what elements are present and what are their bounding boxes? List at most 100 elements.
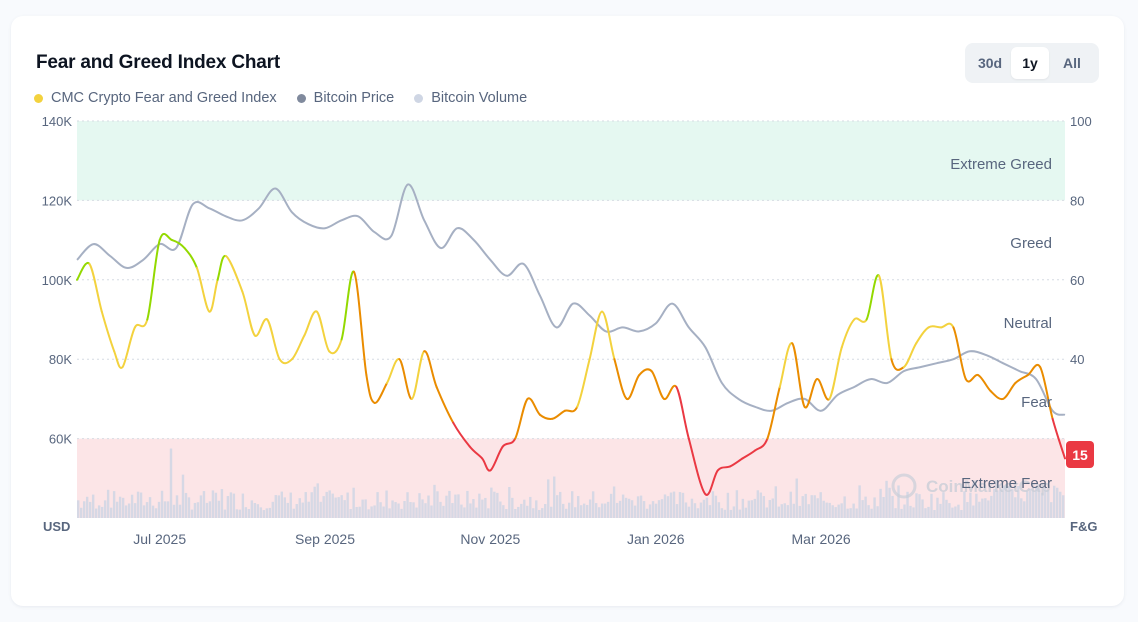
volume-bar <box>550 506 553 518</box>
volume-bar <box>726 492 730 518</box>
volume-bar <box>388 508 391 518</box>
fng-line-segment <box>791 342 806 408</box>
volume-bar <box>79 507 83 518</box>
volume-bar <box>562 503 565 518</box>
volume-bar <box>864 496 867 518</box>
fng-line-segment <box>183 247 198 269</box>
fng-line-segment <box>386 358 401 384</box>
fng-line-segment <box>195 266 211 313</box>
volume-bar <box>786 505 789 518</box>
volume-bar <box>954 506 957 518</box>
zone-label-neutral: Neutral <box>1004 315 1052 332</box>
fng-line-segment <box>328 338 343 355</box>
legend-label-price: Bitcoin Price <box>313 90 395 106</box>
fng-line-segment <box>468 445 484 460</box>
volume-bar <box>1020 498 1023 518</box>
volume-bar <box>573 507 577 518</box>
y-left-tick-label: 80K <box>49 352 72 367</box>
volume-bar <box>439 501 442 518</box>
volume-bar <box>1056 487 1059 518</box>
fng-line-segment <box>224 255 244 293</box>
volume-bar <box>211 490 215 518</box>
watermark-text: CoinMarketCap <box>926 477 1051 496</box>
volume-bar <box>942 492 945 518</box>
fng-line-segment <box>146 239 161 321</box>
fng-line-segment <box>353 270 368 377</box>
volume-bar <box>822 500 825 518</box>
volume-bar <box>906 491 909 518</box>
volume-bar <box>807 504 810 518</box>
volume-bar <box>262 510 266 518</box>
volume-bar <box>505 509 508 518</box>
volume-bar <box>606 501 610 518</box>
volume-bar <box>109 507 113 518</box>
legend-item-fng[interactable]: CMC Crypto Fear and Greed Index <box>34 90 277 106</box>
volume-bar <box>789 491 792 518</box>
volume-bar <box>568 502 571 518</box>
volume-bar <box>334 497 337 518</box>
y-left-tick-label: 60K <box>49 432 72 447</box>
volume-bar <box>720 508 724 518</box>
volume-bar <box>780 504 783 518</box>
range-1y-button[interactable]: 1y <box>1011 47 1049 79</box>
volume-bar <box>481 499 484 518</box>
volume-bar <box>571 491 574 518</box>
volume-bar <box>618 500 622 518</box>
fng-line-segment <box>563 405 579 413</box>
zone-band-extreme-greed <box>77 121 1065 201</box>
volume-bar <box>343 500 346 518</box>
fng-line-segment <box>816 378 831 401</box>
volume-bar <box>729 509 733 518</box>
volume-bar <box>651 501 655 518</box>
fng-line-segment <box>778 342 794 388</box>
volume-bar <box>172 504 176 518</box>
fng-line-segment <box>663 384 678 400</box>
fng-line-segment <box>253 318 269 337</box>
fng-line-segment <box>890 358 905 371</box>
volume-bar <box>876 506 879 518</box>
volume-bar <box>861 500 864 518</box>
range-all-button[interactable]: All <box>1063 55 1081 71</box>
volume-bar <box>960 509 963 518</box>
volume-bar <box>367 509 370 518</box>
volume-bar <box>565 508 568 518</box>
volume-bar <box>588 499 592 518</box>
volume-bar <box>391 500 394 518</box>
range-30d-button[interactable]: 30d <box>977 55 1003 71</box>
fng-line-segment <box>216 254 227 281</box>
zone-label-extreme-fear: Extreme Fear <box>961 475 1052 492</box>
volume-bar <box>894 508 897 518</box>
y-right-tick-label: 40 <box>1070 352 1084 367</box>
volume-bar <box>544 504 547 518</box>
volume-bar <box>460 504 463 518</box>
volume-bar <box>100 506 104 518</box>
fng-line-segment <box>704 469 719 496</box>
volume-bar <box>265 508 269 518</box>
volume-bar <box>361 499 364 518</box>
volume-bar <box>466 490 469 518</box>
legend-item-volume[interactable]: Bitcoin Volume <box>414 90 527 106</box>
volume-bar <box>939 503 942 518</box>
legend-item-price[interactable]: Bitcoin Price <box>296 90 395 106</box>
volume-bar <box>427 495 430 518</box>
volume-bar <box>163 501 167 518</box>
volume-bar <box>496 492 499 518</box>
volume-bar <box>97 505 101 518</box>
volume-bar <box>346 492 349 518</box>
volume-bar <box>1053 485 1056 518</box>
volume-bar <box>325 491 328 518</box>
volume-bar <box>801 496 804 518</box>
volume-bar <box>181 474 185 518</box>
volume-bar <box>301 502 304 518</box>
volume-bar <box>738 509 742 518</box>
fng-line-segment <box>133 318 149 329</box>
volume-bar <box>741 498 745 518</box>
fng-line-segment <box>729 457 744 468</box>
volume-bar <box>232 493 236 518</box>
volume-bar <box>759 492 763 518</box>
volume-bar <box>927 506 930 518</box>
volume-bar <box>412 502 415 518</box>
volume-bar <box>792 503 795 518</box>
fng-line-segment <box>625 374 641 400</box>
